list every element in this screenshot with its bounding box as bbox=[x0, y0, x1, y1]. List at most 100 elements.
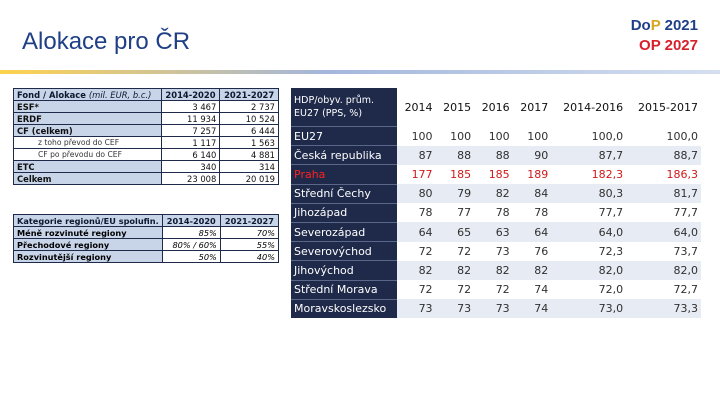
funds-row: z toho převod do CEF 1 117 1 563 bbox=[13, 136, 279, 149]
category-value-2021: 40% bbox=[219, 250, 280, 263]
category-value-2014: 50% bbox=[161, 250, 221, 263]
slide-title: Alokace pro ČR bbox=[22, 28, 191, 55]
funds-value-2021: 314 bbox=[219, 160, 279, 173]
gdp-value: 82 bbox=[397, 260, 436, 280]
gdp-region-name: Jihovýchod bbox=[291, 260, 397, 280]
gdp-value: 73 bbox=[435, 299, 475, 318]
gdp-region-name: Praha bbox=[291, 164, 397, 185]
gdp-header-label: HDP/obyv. prům. EU27 (PPS, %) bbox=[291, 88, 397, 127]
category-header-2021: 2021-2027 bbox=[219, 214, 280, 227]
gdp-value: 88,7 bbox=[626, 145, 701, 165]
gdp-col-2015: 2015 bbox=[443, 100, 472, 114]
gdp-value: 76 bbox=[534, 244, 549, 258]
gdp-row: Severovýchod 72 72 73 76 72,3 73,7 bbox=[291, 241, 701, 261]
gdp-row: Moravskoslezsko 73 73 73 74 73,0 73,3 bbox=[291, 298, 701, 318]
category-header-2014: 2014-2020 bbox=[161, 214, 221, 227]
gdp-value: 177 bbox=[411, 167, 433, 181]
gdp-region-name: Severozápad bbox=[291, 221, 397, 242]
gdp-value: 100 bbox=[488, 129, 510, 143]
gdp-value: 189 bbox=[527, 167, 549, 181]
funds-header-2014: 2014-2020 bbox=[160, 88, 221, 101]
gdp-row: Jihovýchod 82 82 82 82 82,0 82,0 bbox=[291, 260, 701, 280]
category-row: Přechodové regiony 80% / 60% 55% bbox=[13, 238, 280, 251]
gdp-value: 73 bbox=[495, 244, 510, 258]
gdp-row: Praha 177 185 185 189 182,3 186,3 bbox=[291, 164, 701, 185]
gdp-value: 77,7 bbox=[598, 206, 624, 220]
gdp-value: 64,0 bbox=[626, 222, 701, 242]
gdp-col-2017: 2017 bbox=[520, 100, 549, 114]
gdp-region-name: Střední Čechy bbox=[291, 183, 397, 204]
gdp-value: 82,0 bbox=[551, 260, 627, 280]
funds-row: ERDF 11 934 10 524 bbox=[13, 112, 279, 125]
funds-value-2014: 3 467 bbox=[160, 100, 221, 113]
gdp-value: 182,3 bbox=[591, 167, 624, 181]
dop-op-logo: DoP 2021 OP 2027 bbox=[631, 16, 698, 56]
category-row-label: Rozvinutější regiony bbox=[13, 250, 163, 263]
funds-value-2021: 2 737 bbox=[219, 100, 279, 113]
funds-row-label: CF po převodu do CEF bbox=[13, 148, 162, 161]
gdp-value: 73,3 bbox=[626, 299, 701, 318]
funds-row-label: Celkem bbox=[13, 172, 162, 185]
gdp-value: 81,7 bbox=[626, 184, 701, 204]
gdp-row: Česká republika 87 88 88 90 87,7 88,7 bbox=[291, 145, 701, 165]
gdp-value: 78 bbox=[418, 206, 433, 220]
gdp-region-name: Moravskoslezsko bbox=[291, 298, 397, 318]
funds-value-2021: 6 444 bbox=[219, 124, 279, 137]
gdp-value: 64,0 bbox=[551, 222, 627, 242]
funds-header-2021: 2021-2027 bbox=[219, 88, 279, 101]
funds-value-2021: 4 881 bbox=[219, 148, 279, 161]
gdp-region-name: Střední Morava bbox=[291, 279, 397, 300]
funds-row-label: ETC bbox=[13, 160, 162, 173]
funds-row-label: ESF* bbox=[13, 100, 162, 113]
gdp-value: 78 bbox=[495, 206, 510, 220]
gdp-value: 72,0 bbox=[598, 283, 624, 297]
gdp-value: 72 bbox=[495, 283, 510, 297]
category-value-2014: 85% bbox=[161, 226, 221, 239]
gdp-value: 72 bbox=[457, 244, 472, 258]
gdp-value: 78 bbox=[534, 206, 549, 220]
gdp-value: 73 bbox=[397, 299, 436, 318]
gdp-value: 73 bbox=[474, 299, 513, 318]
funds-value-2021: 1 563 bbox=[219, 136, 279, 149]
logo-text-year: 2021 bbox=[660, 17, 698, 34]
gdp-value: 87 bbox=[397, 145, 436, 165]
funds-row: Celkem 23 008 20 019 bbox=[13, 172, 279, 185]
gdp-value: 74 bbox=[512, 299, 552, 318]
gdp-value: 185 bbox=[488, 167, 510, 181]
funds-row-label: ERDF bbox=[13, 112, 162, 125]
gdp-value: 80 bbox=[397, 184, 436, 204]
funds-value-2014: 1 117 bbox=[160, 136, 221, 149]
gdp-value: 100,0 bbox=[666, 129, 699, 143]
gdp-row: Střední Čechy 80 79 82 84 80,3 81,7 bbox=[291, 183, 701, 204]
funds-row: CF (celkem) 7 257 6 444 bbox=[13, 124, 279, 137]
gdp-value: 64 bbox=[397, 222, 436, 242]
category-row: Rozvinutější regiony 50% 40% bbox=[13, 250, 280, 263]
gdp-value: 100 bbox=[411, 129, 433, 143]
gdp-value: 82 bbox=[512, 260, 552, 280]
gdp-value: 82,0 bbox=[626, 260, 701, 280]
gdp-value: 82 bbox=[435, 260, 475, 280]
gdp-value: 63 bbox=[474, 222, 513, 242]
funds-row: ESF* 3 467 2 737 bbox=[13, 100, 279, 113]
logo-text-do: Do bbox=[630, 17, 651, 34]
gdp-value: 73,7 bbox=[673, 244, 699, 258]
gdp-row: Střední Morava 72 72 72 74 72,0 72,7 bbox=[291, 279, 701, 300]
gdp-value: 82 bbox=[474, 184, 513, 204]
gdp-value: 65 bbox=[435, 222, 475, 242]
gdp-table-header: HDP/obyv. prům. EU27 (PPS, %) 2014 2015 … bbox=[291, 88, 701, 127]
gdp-col-2016: 2016 bbox=[481, 100, 510, 114]
logo-line-2: OP 2027 bbox=[639, 37, 698, 54]
gdp-col-2015-2017: 2015-2017 bbox=[638, 100, 698, 114]
funds-row-label: CF (celkem) bbox=[13, 124, 162, 137]
category-row: Méně rozvinuté regiony 85% 70% bbox=[13, 226, 280, 239]
gdp-row: Severozápad 64 65 63 64 64,0 64,0 bbox=[291, 221, 701, 242]
gdp-value: 100 bbox=[527, 129, 549, 143]
gdp-value: 186,3 bbox=[666, 167, 699, 181]
gdp-region-name: Severovýchod bbox=[291, 241, 397, 261]
gdp-value: 72 bbox=[418, 283, 433, 297]
category-table-header: Kategorie regionů/EU spolufin. 2014-2020… bbox=[13, 214, 280, 227]
funds-value-2014: 6 140 bbox=[160, 148, 221, 161]
gdp-value: 88 bbox=[435, 145, 475, 165]
gdp-value: 74 bbox=[534, 283, 549, 297]
gdp-value: 73,0 bbox=[551, 299, 627, 318]
